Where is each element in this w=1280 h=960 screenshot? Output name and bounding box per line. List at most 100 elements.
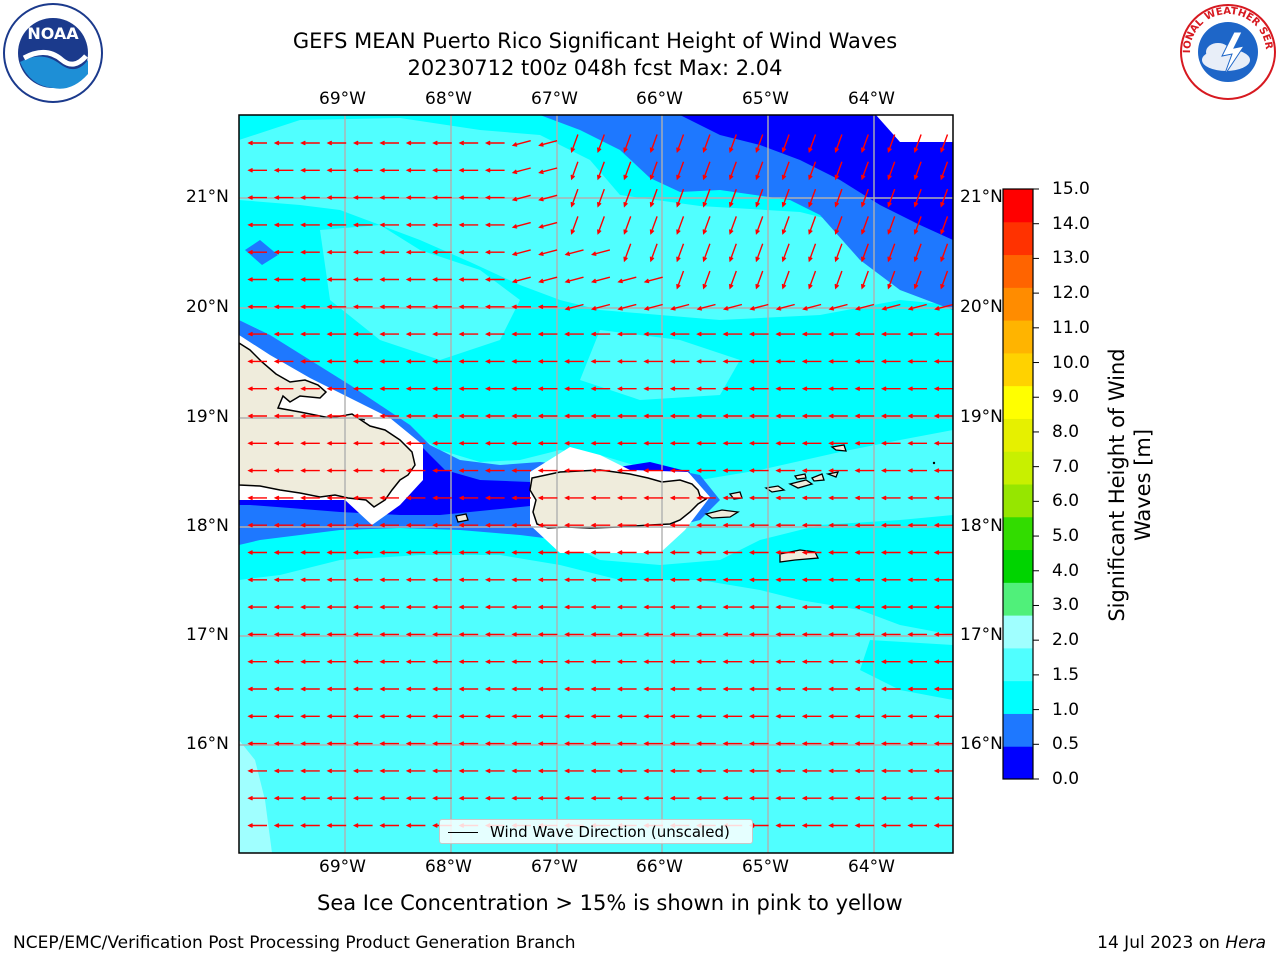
wave-direction-arrow (590, 713, 611, 719)
wave-direction-arrow (564, 359, 584, 364)
wave-direction-arrow (511, 604, 531, 610)
wave-direction-arrow (273, 195, 294, 200)
wave-direction-arrow (834, 161, 843, 181)
wave-direction-arrow (781, 134, 790, 154)
wave-direction-arrow (352, 468, 373, 473)
wave-direction-arrow (511, 659, 531, 665)
wave-direction-arrow (623, 134, 632, 154)
wave-direction-arrow (854, 550, 875, 555)
wave-direction-arrow (352, 768, 373, 774)
wave-direction-arrow (880, 495, 901, 501)
land-sombrero (932, 461, 936, 465)
wave-direction-arrow (432, 359, 452, 364)
wave-direction-arrow (616, 386, 637, 392)
wave-direction-arrow (880, 359, 901, 364)
wave-direction-arrow (590, 768, 611, 774)
wave-direction-arrow (696, 468, 716, 473)
wave-direction-arrow (722, 795, 743, 801)
wave-direction-arrow (564, 413, 584, 419)
wave-direction-arrow (775, 632, 795, 637)
wave-direction-arrow (696, 577, 716, 583)
wave-direction-arrow (273, 632, 294, 637)
wave-direction-arrow (940, 243, 949, 263)
wave-direction-arrow (537, 768, 558, 774)
wave-direction-arrow (352, 522, 373, 528)
wave-direction-arrow (880, 713, 901, 719)
wave-direction-arrow (590, 276, 611, 284)
wave-direction-arrow (669, 577, 690, 583)
wave-direction-arrow (247, 167, 267, 173)
colorbar-segment (1003, 320, 1033, 354)
wave-direction-arrow (597, 134, 605, 154)
wave-direction-arrow (775, 741, 795, 746)
wave-direction-arrow (432, 249, 452, 255)
wave-direction-arrow (669, 468, 690, 473)
wave-direction-arrow (379, 249, 399, 255)
wave-direction-arrow (405, 522, 426, 528)
legend-label: Wind Wave Direction (unscaled) (490, 823, 730, 841)
wave-direction-arrow (801, 713, 822, 719)
colorbar-tick-label: 15.0 (1052, 179, 1090, 199)
wave-direction-arrow (300, 550, 320, 555)
wave-direction-arrow (484, 440, 505, 446)
colorbar-label-line2: Waves [m] (1131, 428, 1155, 542)
wave-direction-arrow (352, 386, 373, 392)
wave-direction-arrow (643, 413, 663, 419)
wave-direction-arrow (379, 440, 399, 446)
wave-direction-arrow (854, 686, 875, 692)
wave-direction-arrow (405, 495, 426, 501)
wave-direction-arrow (273, 140, 294, 146)
wave-direction-arrow (273, 495, 294, 501)
wave-direction-arrow (749, 303, 769, 311)
wave-direction-arrow (854, 359, 875, 364)
wave-direction-arrow (564, 386, 584, 392)
wave-direction-arrow (748, 522, 769, 528)
wave-direction-arrow (273, 659, 294, 665)
land-hispaniola (239, 342, 416, 508)
wave-direction-arrow (537, 550, 558, 555)
wave-direction-arrow (352, 632, 373, 637)
wave-direction-arrow (880, 331, 901, 337)
lat-label: 21°N (186, 187, 229, 207)
wave-direction-arrow (405, 386, 426, 392)
wave-direction-arrow (907, 550, 927, 555)
wave-direction-arrow (676, 216, 685, 235)
wave-direction-arrow (352, 140, 373, 146)
wave-direction-arrow (537, 386, 558, 392)
wave-direction-arrow (616, 741, 637, 746)
wave-direction-arrow (458, 795, 479, 801)
wave-direction-arrow (775, 686, 795, 692)
wave-direction-arrow (643, 359, 663, 364)
wave-direction-arrow (326, 768, 347, 774)
wave-direction-arrow (379, 304, 399, 310)
wave-direction-arrow (537, 331, 558, 337)
wave-direction-arrow (405, 249, 426, 255)
colorbar-tick-label: 4.0 (1052, 560, 1080, 581)
wave-direction-arrow (649, 243, 658, 263)
wave-direction-arrow (300, 686, 320, 692)
wave-direction-arrow (616, 632, 637, 637)
wave-direction-arrow (405, 577, 426, 583)
wave-direction-arrow (729, 243, 737, 263)
wave-direction-arrow (458, 140, 479, 146)
wave-direction-arrow (379, 686, 399, 692)
lat-label: 19°N (960, 407, 1003, 427)
wave-direction-arrow (300, 359, 320, 364)
wave-direction-arrow (781, 161, 790, 181)
wave-direction-arrow (861, 270, 869, 290)
colorbar-segment (1003, 484, 1033, 518)
wave-direction-arrow (432, 577, 452, 583)
wave-direction-arrow (616, 550, 637, 555)
wave-direction-arrow (537, 686, 558, 692)
colorbar-segment (1003, 352, 1033, 387)
wave-direction-arrow (352, 222, 373, 228)
wave-direction-arrow (247, 795, 267, 801)
wave-direction-arrow (801, 632, 822, 637)
wave-direction-arrow (775, 713, 795, 719)
wave-direction-arrow (405, 741, 426, 746)
wave-direction-arrow (537, 359, 558, 364)
colorbar-segment (1003, 615, 1033, 649)
wave-direction-arrow (511, 713, 531, 719)
wave-direction-arrow (696, 413, 716, 419)
footer-date: 14 Jul 2023 on (1097, 933, 1226, 953)
